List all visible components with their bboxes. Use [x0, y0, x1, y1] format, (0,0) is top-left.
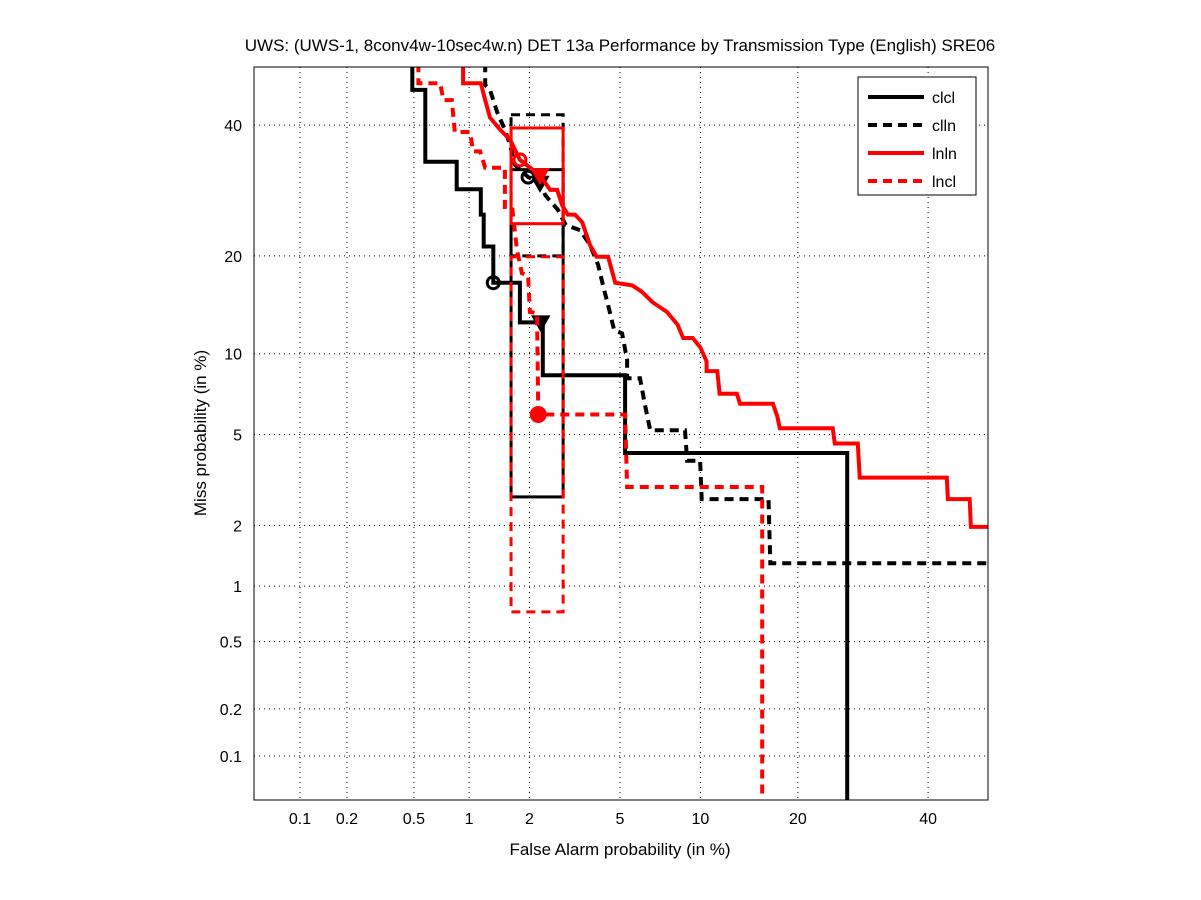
x-tick-label: 0.2 — [336, 811, 358, 828]
tick-labels: 0.1 0.2 0.5 1 2 5 10 20 40 0.1 0.2 0.5 1 2 5 10 20 40 — [220, 118, 937, 828]
series-line-clcl — [410, 67, 850, 800]
x-tick-label: 0.5 — [403, 811, 425, 828]
legend-label-lnln: lnln — [932, 146, 957, 163]
x-tick-label: 40 — [919, 811, 937, 828]
x-tick-label: 0.1 — [289, 811, 311, 828]
series-line-lncl — [416, 67, 765, 800]
legend-label-clln: clln — [932, 118, 956, 135]
legend-label-clcl: clcl — [932, 90, 955, 107]
legend-box — [857, 76, 977, 196]
min-dcf-marker-lnln — [512, 152, 528, 168]
y-tick-label: 0.2 — [220, 702, 242, 719]
x-tick-label: 10 — [692, 811, 710, 828]
x-tick-label: 20 — [789, 811, 807, 828]
min-dcf-marker-lncl — [529, 406, 547, 424]
y-tick-label: 0.1 — [220, 749, 242, 766]
y-tick-label: 40 — [224, 118, 242, 135]
y-tick-label: 1 — [233, 579, 242, 596]
y-tick-label: 10 — [224, 347, 242, 364]
confidence-box-lncl — [509, 255, 565, 614]
x-tick-label: 2 — [525, 811, 534, 828]
plot-area — [410, 67, 988, 800]
y-tick-label: 0.5 — [220, 635, 242, 652]
x-tick-label: 5 — [616, 811, 625, 828]
axes-frame — [253, 66, 989, 801]
confidence-box-lnln — [509, 126, 565, 226]
y-tick-label: 2 — [233, 518, 242, 535]
y-tick-label: 20 — [224, 249, 242, 266]
legend-label-lncl: lncl — [932, 174, 956, 191]
y-tick-label: 5 — [233, 428, 242, 445]
x-axis-label: False Alarm probability (in %) — [509, 840, 730, 859]
min-dcf-marker-clcl — [485, 275, 501, 291]
series-line-lnln — [461, 67, 988, 529]
series-line-clln — [483, 67, 988, 566]
grid — [254, 67, 988, 800]
x-tick-label: 1 — [465, 811, 474, 828]
y-axis-label: Miss probability (in %) — [191, 350, 210, 516]
actual-dcf-marker-lnln — [530, 168, 550, 186]
legend: clcl clln lnln lncl — [857, 76, 977, 196]
chart-title: UWS: (UWS-1, 8conv4w-10sec4w.n) DET 13a … — [245, 36, 996, 55]
